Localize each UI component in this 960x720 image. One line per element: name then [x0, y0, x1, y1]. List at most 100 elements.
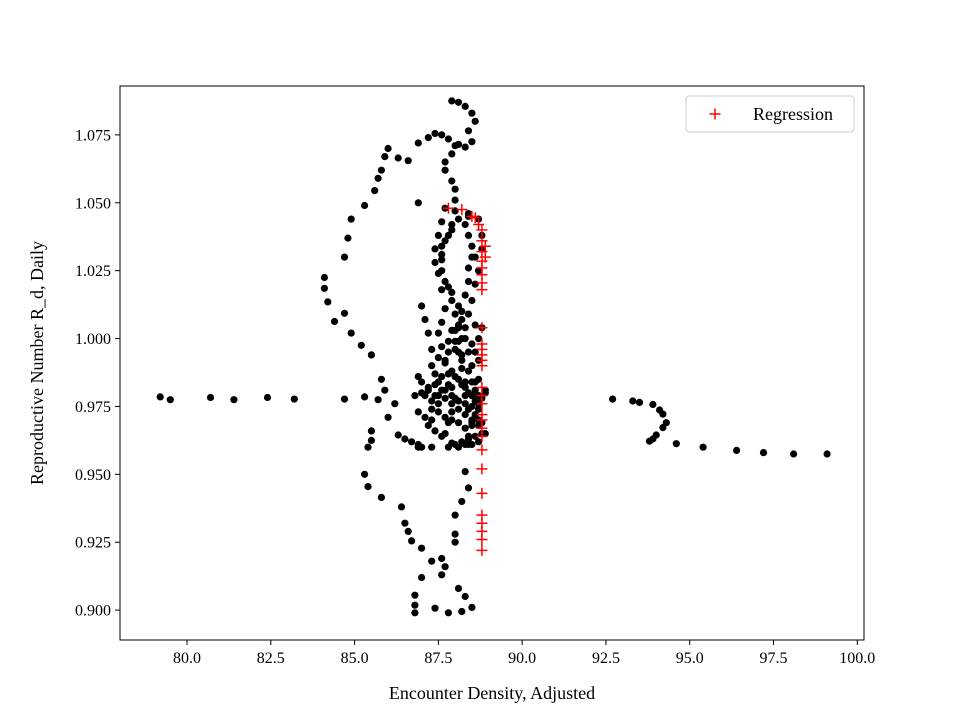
- data-point: [367, 427, 375, 435]
- x-tick-label: 87.5: [424, 650, 452, 667]
- y-tick-label: 0.925: [75, 535, 111, 552]
- data-point: [464, 440, 473, 449]
- data-point: [374, 174, 382, 182]
- x-axis-label: Encounter Density, Adjusted: [389, 683, 595, 703]
- data-point: [448, 392, 456, 400]
- data-point: [468, 138, 476, 146]
- data-point: [434, 400, 442, 408]
- data-point: [454, 98, 463, 106]
- data-point: [461, 291, 469, 299]
- data-point: [699, 443, 707, 451]
- data-point: [421, 413, 429, 421]
- data-point: [464, 389, 473, 397]
- data-point: [464, 210, 473, 218]
- data-points: [156, 97, 831, 617]
- data-point: [475, 375, 483, 383]
- data-point: [471, 397, 479, 405]
- data-point: [451, 196, 459, 204]
- data-point: [441, 166, 449, 174]
- regression-point: [476, 360, 488, 372]
- data-point: [438, 554, 446, 563]
- data-point: [431, 381, 439, 389]
- data-point: [438, 218, 446, 226]
- data-point: [434, 231, 442, 239]
- data-point: [471, 321, 479, 329]
- data-point: [475, 335, 483, 343]
- data-point: [428, 405, 436, 413]
- data-point: [438, 131, 446, 139]
- regression-point: [456, 204, 468, 216]
- data-point: [451, 326, 459, 334]
- data-point: [444, 609, 452, 617]
- data-point: [448, 439, 456, 447]
- data-point: [468, 421, 476, 430]
- data-point: [471, 386, 479, 394]
- data-point: [464, 277, 473, 286]
- data-point: [454, 140, 463, 148]
- data-point: [659, 424, 667, 432]
- data-point: [461, 592, 469, 601]
- data-point: [471, 348, 479, 356]
- data-point: [377, 493, 385, 501]
- data-point: [464, 435, 473, 443]
- data-point: [431, 258, 439, 267]
- regression-point: [476, 534, 488, 546]
- data-point: [461, 468, 469, 476]
- data-point: [438, 318, 446, 326]
- x-axis-ticks: 80.0 82.5 85.0 87.5 90.0 92.5 95.0 97.5 100.0: [173, 640, 875, 667]
- data-point: [438, 250, 446, 258]
- data-point: [461, 143, 469, 151]
- data-point: [481, 389, 489, 397]
- data-point: [451, 337, 459, 345]
- data-point: [357, 341, 365, 349]
- data-point: [458, 356, 466, 364]
- data-point: [451, 530, 459, 538]
- data-point: [438, 571, 446, 579]
- data-point: [464, 484, 473, 492]
- data-point: [461, 102, 469, 110]
- data-point: [458, 438, 466, 446]
- data-point: [468, 416, 476, 424]
- data-point: [374, 396, 382, 404]
- data-point: [468, 603, 476, 612]
- data-point: [438, 432, 446, 440]
- data-point: [394, 431, 402, 439]
- data-point: [361, 470, 369, 478]
- data-point: [461, 411, 469, 419]
- data-point: [444, 381, 452, 389]
- data-point: [434, 269, 442, 277]
- data-point: [347, 329, 355, 337]
- data-point: [468, 402, 476, 411]
- data-point: [468, 362, 476, 370]
- legend-label-regression: Regression: [753, 104, 833, 124]
- data-point: [451, 310, 459, 318]
- data-point: [471, 411, 479, 419]
- data-point: [823, 450, 831, 458]
- data-point: [156, 393, 164, 401]
- data-point: [635, 398, 644, 406]
- data-point: [408, 438, 416, 446]
- y-tick-label: 1.000: [75, 331, 111, 348]
- data-point: [475, 267, 483, 275]
- data-point: [475, 405, 483, 413]
- data-point: [431, 604, 439, 612]
- data-point: [451, 345, 459, 353]
- data-point: [672, 440, 680, 448]
- data-point: [444, 348, 452, 356]
- data-point: [384, 144, 392, 153]
- data-point: [411, 601, 419, 609]
- data-point: [424, 383, 432, 391]
- plot-frame: [119, 85, 865, 641]
- y-tick-label: 1.075: [75, 127, 111, 144]
- data-point: [471, 253, 479, 261]
- data-point: [448, 367, 456, 375]
- data-point: [411, 392, 419, 400]
- data-point: [367, 351, 375, 359]
- data-point: [790, 450, 798, 458]
- y-tick-label: 0.900: [75, 603, 111, 620]
- data-point: [441, 158, 449, 166]
- regression-point: [469, 212, 481, 224]
- data-point: [424, 134, 432, 142]
- x-tick-label: 85.0: [341, 650, 369, 667]
